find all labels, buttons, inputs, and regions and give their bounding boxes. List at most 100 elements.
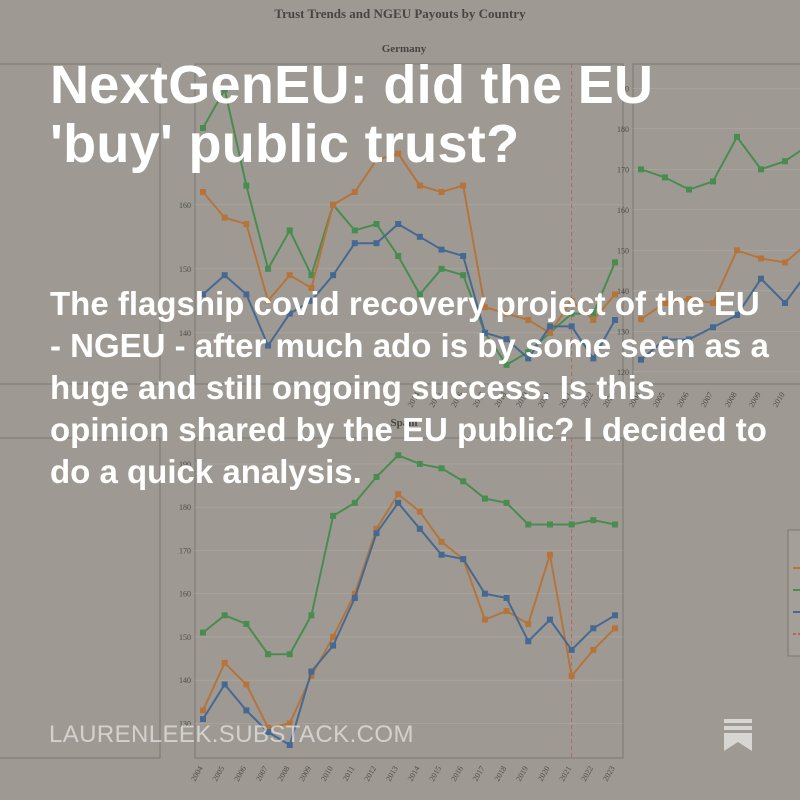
data-point [373, 525, 380, 532]
data-point [438, 189, 445, 195]
data-point [662, 299, 668, 306]
data-point [612, 521, 618, 528]
data-point [265, 729, 272, 736]
y-tick-label: 160 [179, 201, 191, 210]
data-point [503, 310, 510, 317]
data-point [546, 521, 553, 528]
data-point [612, 291, 618, 298]
data-point [373, 157, 380, 163]
data-point [710, 299, 716, 306]
y-tick-label: 180 [617, 125, 629, 134]
data-point [638, 356, 644, 363]
data-point [568, 297, 575, 304]
data-point [286, 720, 293, 727]
y-tick-label: 120 [617, 368, 629, 377]
data-point [662, 174, 668, 181]
data-point [243, 681, 250, 688]
figure-title: Trust Trends and NGEU Payouts by Country [274, 6, 526, 21]
data-point [373, 240, 380, 247]
data-point [265, 724, 272, 731]
data-point [481, 304, 488, 311]
data-point [612, 612, 618, 619]
data-point [612, 625, 618, 632]
y-tick-label: 170 [617, 165, 629, 174]
data-point [503, 361, 510, 368]
data-point [590, 646, 597, 653]
data-point [638, 316, 644, 323]
data-point [481, 495, 488, 502]
data-point [503, 595, 510, 601]
data-point [438, 551, 445, 558]
y-tick-label: 140 [179, 329, 191, 338]
germany-panel [194, 63, 624, 385]
data-point [286, 272, 293, 279]
germany-title: Germany [382, 43, 427, 55]
data-point [568, 521, 575, 528]
data-point [243, 182, 250, 189]
series-line-2 [202, 501, 616, 747]
data-point [351, 595, 358, 601]
series-line-1 [640, 248, 800, 321]
data-point [286, 310, 293, 317]
data-point [782, 299, 788, 306]
data-point [525, 355, 532, 362]
data-point [221, 214, 228, 221]
data-point [686, 295, 692, 302]
y-tick-label: 150 [617, 246, 629, 255]
data-point [308, 285, 315, 291]
data-point [686, 186, 692, 193]
post-title[interactable]: NextGenEU: did the EU 'buy' public trust… [50, 55, 654, 174]
data-point [200, 716, 206, 723]
data-point [546, 551, 553, 558]
data-point [265, 297, 272, 304]
data-point [686, 336, 692, 343]
data-point [612, 317, 618, 323]
series-line-2 [640, 277, 800, 361]
y-tick-label: 130 [179, 719, 191, 728]
data-point [460, 182, 467, 189]
data-point [286, 742, 293, 749]
data-point [460, 272, 467, 279]
data-point [243, 221, 250, 227]
y-tick-label: 170 [179, 546, 191, 555]
data-point [525, 349, 532, 355]
left-top-panel [0, 63, 161, 385]
y-tick-label: 190 [179, 460, 191, 469]
data-point [416, 460, 423, 467]
data-point [373, 473, 380, 480]
data-point [568, 310, 575, 317]
data-point [351, 590, 358, 597]
data-point [416, 182, 423, 189]
data-point [265, 265, 272, 272]
y-tick-label: 140 [179, 676, 191, 685]
data-point [221, 681, 228, 688]
data-point [568, 323, 575, 330]
series-line-0 [202, 454, 616, 656]
data-point [243, 707, 250, 714]
data-point [351, 189, 358, 195]
data-point [503, 336, 510, 343]
data-point [590, 355, 597, 362]
data-point [662, 336, 668, 343]
data-point [200, 125, 206, 131]
data-point [546, 323, 553, 330]
publication-domain[interactable]: LAURENLEEK.SUBSTACK.COM [49, 721, 414, 748]
legend-box [787, 529, 800, 657]
y-tick-label: 150 [179, 265, 191, 274]
data-point [330, 201, 337, 208]
data-point [710, 324, 716, 331]
data-point [590, 310, 597, 317]
y-tick-label: 150 [179, 633, 191, 642]
data-point [395, 491, 402, 498]
bookmark-icon[interactable] [722, 718, 754, 752]
data-point [221, 659, 228, 666]
data-point [308, 612, 315, 619]
data-point [568, 672, 575, 679]
data-point [286, 651, 293, 658]
data-point [243, 291, 250, 298]
y-tick-label: 180 [179, 503, 191, 512]
data-point [395, 150, 402, 157]
data-point [373, 221, 380, 227]
y-tick-label: 160 [617, 206, 629, 215]
